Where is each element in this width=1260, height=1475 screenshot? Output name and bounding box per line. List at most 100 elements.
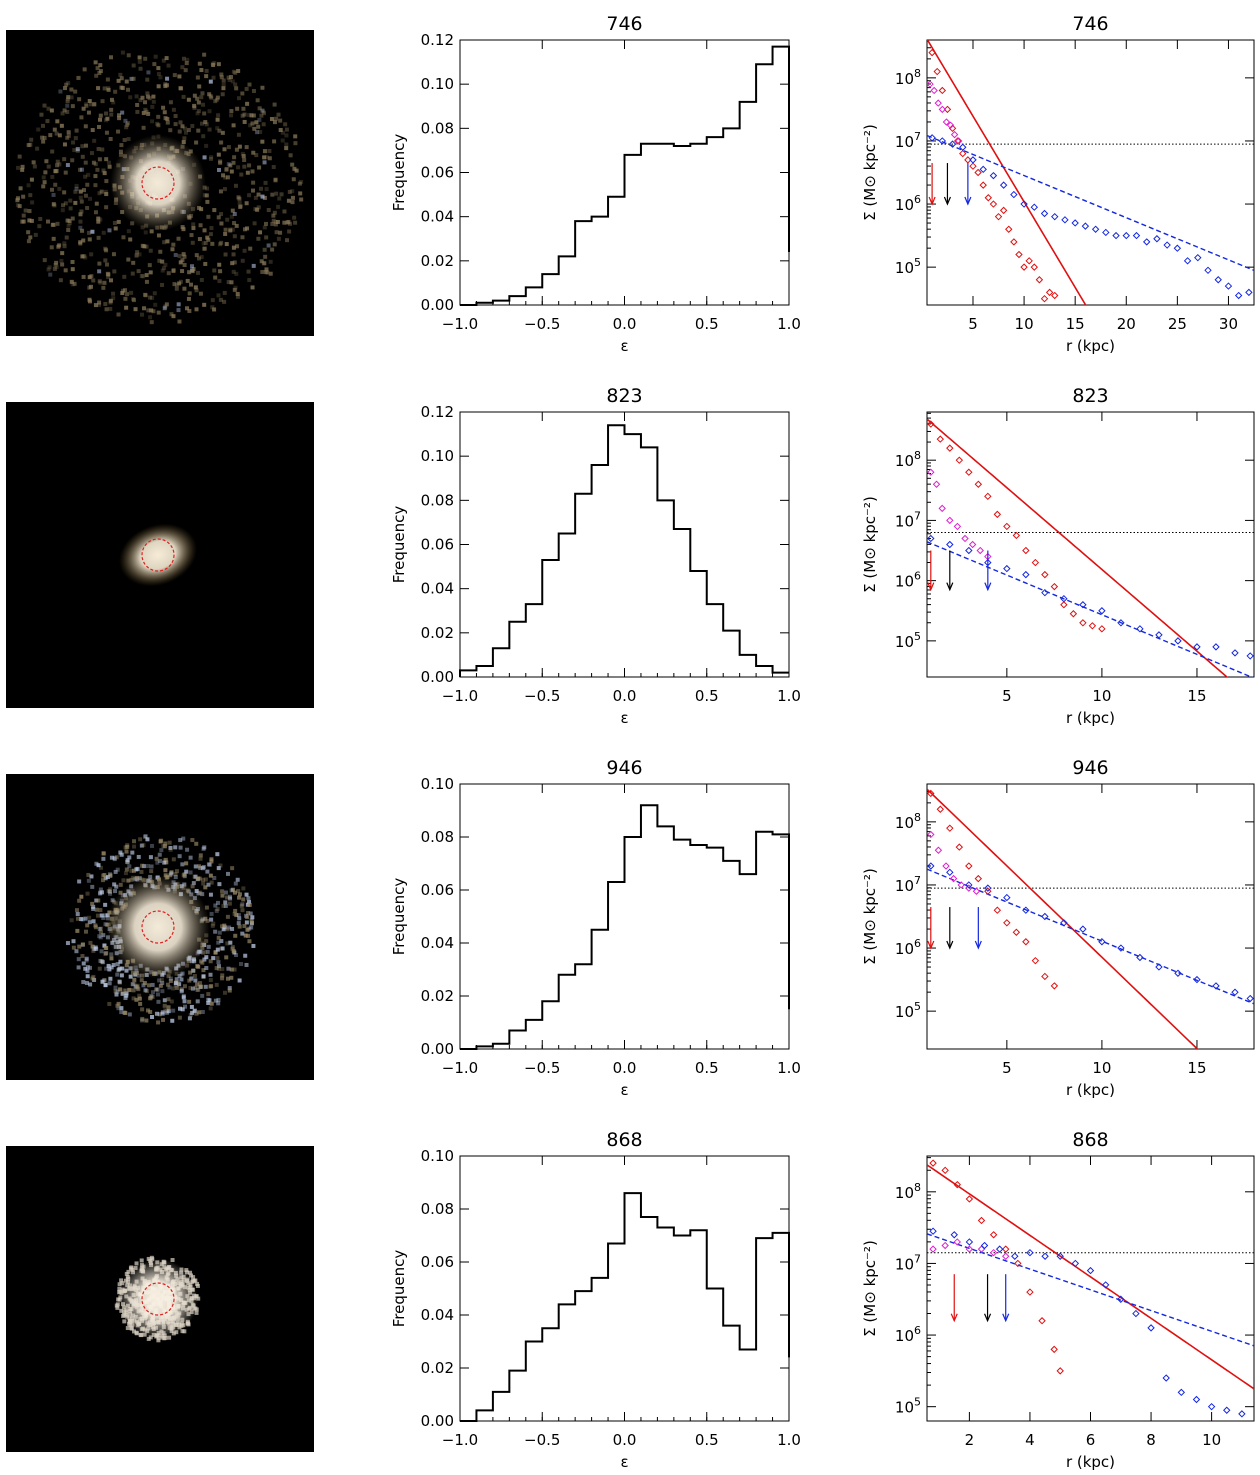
star-particle xyxy=(107,981,112,986)
star-particle xyxy=(94,907,99,912)
star-particle xyxy=(126,87,131,92)
y-tick-label: 0.02 xyxy=(421,252,454,270)
star-particle xyxy=(108,891,113,896)
bar-point xyxy=(965,1245,974,1253)
star-particle xyxy=(171,314,176,319)
star-particle xyxy=(227,925,232,930)
star-particle xyxy=(61,203,66,208)
bar-point xyxy=(976,546,984,555)
star-particle xyxy=(199,121,204,126)
star-particle xyxy=(194,1310,199,1315)
histogram-bar xyxy=(740,1349,756,1421)
star-particle xyxy=(84,102,89,107)
plot-frame xyxy=(926,1155,1255,1422)
star-particle xyxy=(123,296,128,301)
star-particle xyxy=(54,260,59,265)
star-particle xyxy=(286,198,291,203)
histogram-bar xyxy=(707,1289,723,1422)
star-particle xyxy=(148,248,153,253)
star-particle xyxy=(80,942,85,947)
star-particle xyxy=(237,978,242,983)
star-particle xyxy=(231,252,236,257)
x-tick-label: 0.0 xyxy=(613,1431,637,1449)
star-particle xyxy=(107,1001,112,1006)
star-particle xyxy=(232,287,237,292)
star-particle xyxy=(106,963,111,968)
star-particle xyxy=(101,915,106,920)
star-particle xyxy=(166,271,171,276)
star-particle xyxy=(169,312,174,317)
star-particle xyxy=(262,155,267,160)
disk-point xyxy=(984,884,992,892)
star-particle xyxy=(104,307,109,312)
star-particle xyxy=(64,82,69,87)
star-particle xyxy=(230,227,235,232)
star-particle xyxy=(138,66,143,71)
histogram-bar xyxy=(690,144,706,305)
star-particle xyxy=(93,210,98,215)
star-particle xyxy=(164,56,169,61)
star-particle xyxy=(123,288,128,293)
bulge-point xyxy=(927,420,935,428)
star-particle xyxy=(90,901,95,906)
star-particle xyxy=(182,999,187,1004)
bar-point xyxy=(972,887,981,895)
x-tick-label: 5 xyxy=(1002,687,1012,705)
star-particle xyxy=(100,979,105,984)
star-particle xyxy=(119,76,124,81)
star-particle xyxy=(171,242,176,247)
star-particle xyxy=(201,846,206,851)
star-particle xyxy=(199,68,204,73)
star-particle xyxy=(274,191,279,196)
y-tick-label: 0.10 xyxy=(421,75,454,93)
star-particle xyxy=(86,878,91,883)
star-particle xyxy=(111,296,116,301)
star-particle xyxy=(168,978,173,983)
disk-point xyxy=(1155,963,1163,971)
star-particle xyxy=(149,869,154,874)
star-particle xyxy=(160,989,165,994)
x-tick-label: −0.5 xyxy=(524,687,560,705)
star-particle xyxy=(156,1338,161,1343)
star-particle xyxy=(184,869,189,874)
star-particle xyxy=(112,857,117,862)
star-particle xyxy=(195,1281,200,1286)
star-particle xyxy=(137,993,142,998)
star-particle xyxy=(188,282,193,287)
star-particle xyxy=(272,242,277,247)
star-particle xyxy=(93,174,98,179)
star-particle xyxy=(225,895,230,900)
disk-fit-curve xyxy=(927,868,1254,1005)
disk-point xyxy=(1136,625,1144,633)
bar-point xyxy=(932,480,941,488)
histogram-bar xyxy=(773,1233,789,1421)
star-particle xyxy=(260,269,265,274)
star-particle xyxy=(190,838,195,843)
star-particle xyxy=(186,296,191,301)
star-particle xyxy=(150,295,155,300)
star-particle xyxy=(192,1008,197,1013)
bulge-point xyxy=(1010,238,1018,246)
star-particle xyxy=(88,284,93,289)
star-particle xyxy=(212,875,217,880)
disk-point xyxy=(946,540,954,549)
star-particle xyxy=(124,1271,129,1276)
star-particle xyxy=(196,891,201,896)
bulge-fit-curve xyxy=(927,40,1087,305)
disk-point xyxy=(1056,1252,1064,1260)
y-tick-label: 106 xyxy=(895,937,921,958)
star-particle xyxy=(80,154,85,159)
star-particle xyxy=(120,966,125,971)
disk-point xyxy=(927,534,935,543)
star-particle xyxy=(178,120,183,125)
star-particle xyxy=(104,130,109,135)
star-particle xyxy=(216,966,221,971)
star-particle xyxy=(156,114,161,119)
histogram-bar xyxy=(723,1326,739,1421)
star-particle xyxy=(231,160,236,165)
star-particle xyxy=(154,856,159,861)
star-particle xyxy=(162,860,167,865)
bulge-point xyxy=(1031,956,1040,965)
histogram-bar xyxy=(509,1371,525,1421)
disk-point xyxy=(1041,588,1049,597)
